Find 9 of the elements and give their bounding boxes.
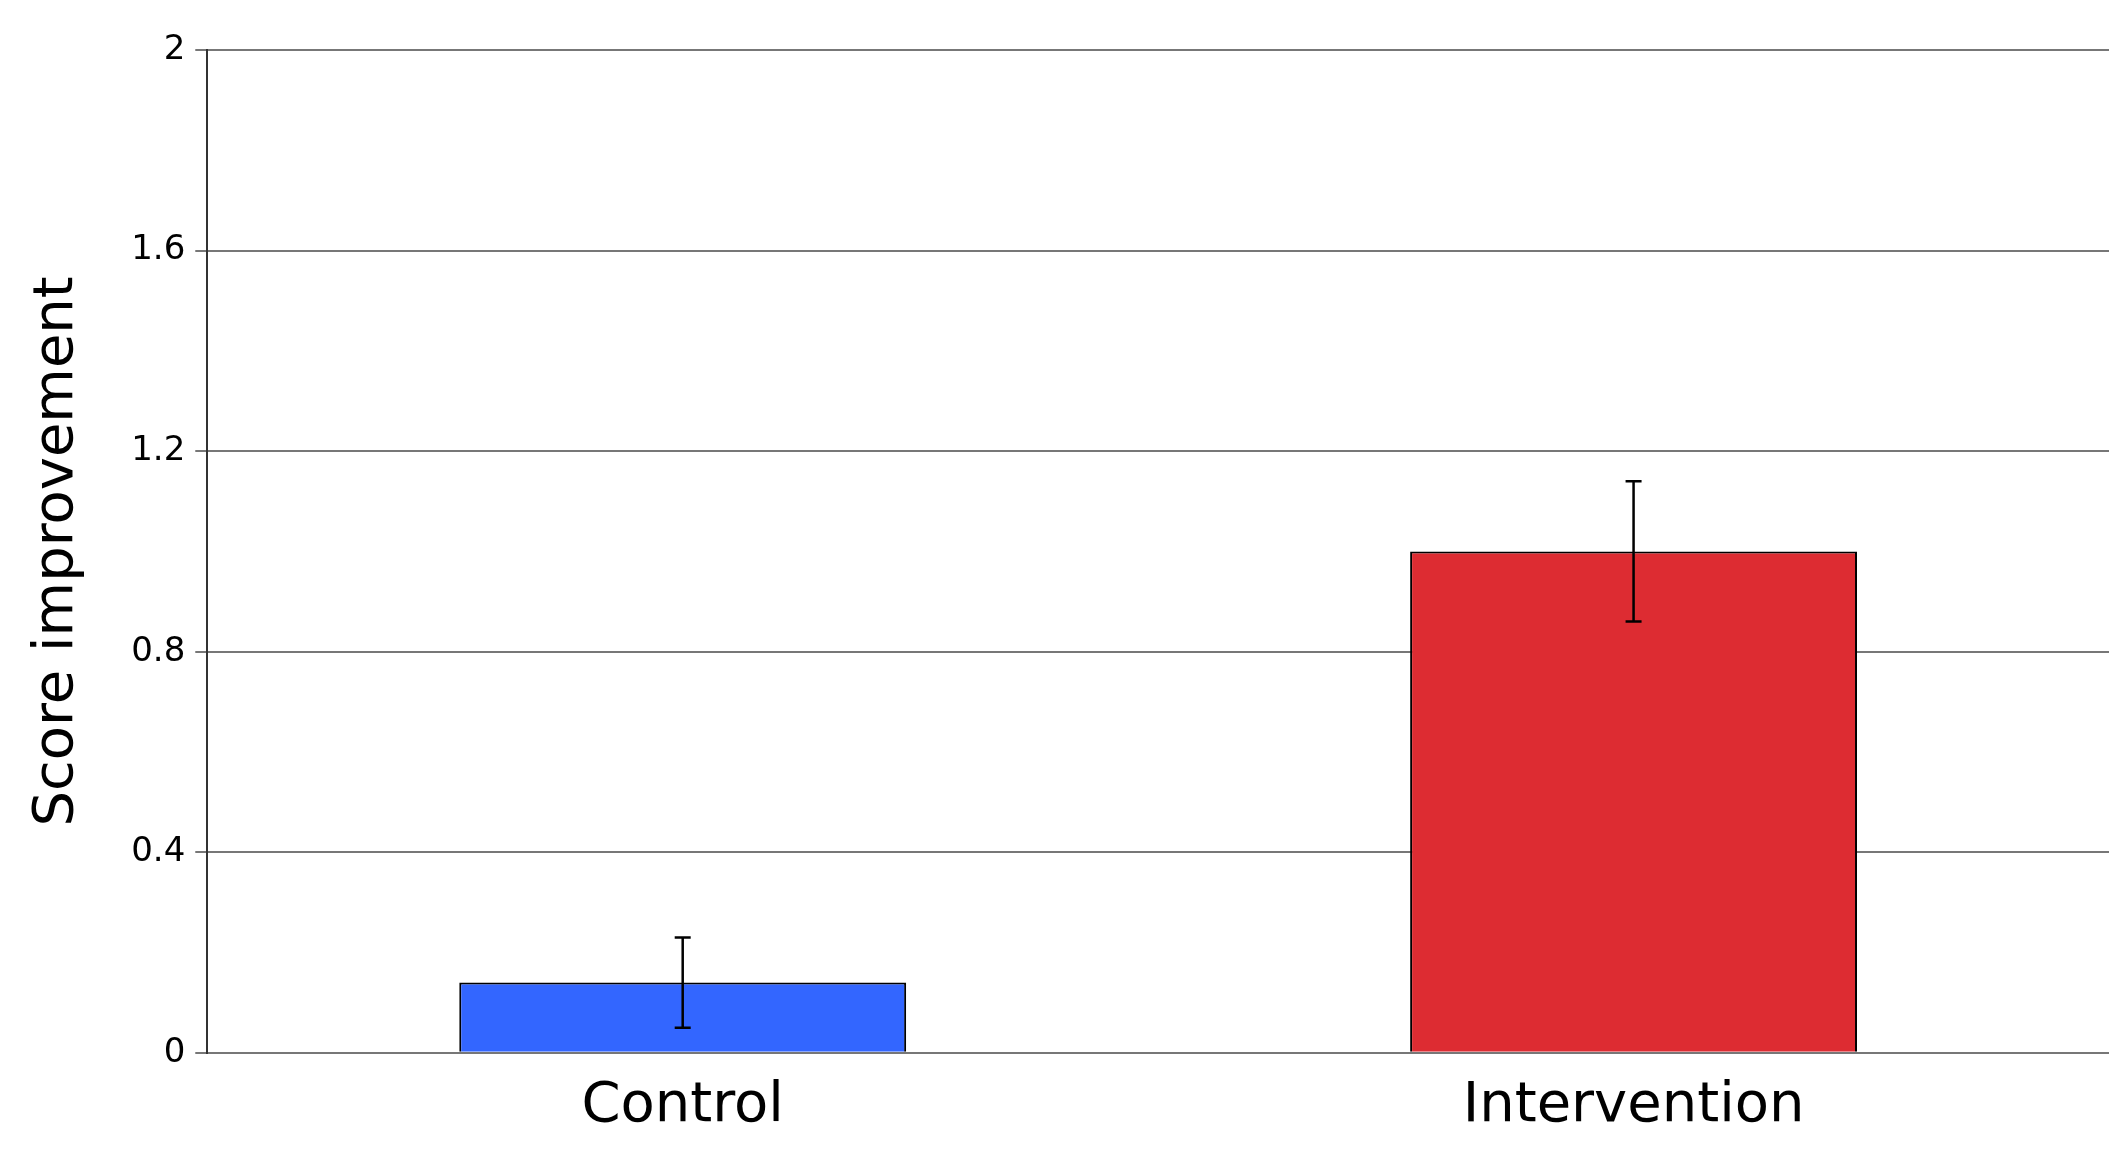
y-tick-label: 0.8 bbox=[131, 628, 186, 669]
y-tick-label: 0.4 bbox=[131, 829, 186, 870]
y-tick-label: 2 bbox=[163, 26, 186, 67]
y-tick-label: 1.6 bbox=[131, 227, 186, 268]
y-axis-title: Score improvement bbox=[20, 276, 86, 827]
x-tick-label: Control bbox=[581, 1068, 784, 1134]
y-tick-label: 0 bbox=[163, 1029, 186, 1070]
x-tick-label: Intervention bbox=[1462, 1068, 1805, 1134]
y-tick-label: 1.2 bbox=[131, 427, 186, 468]
